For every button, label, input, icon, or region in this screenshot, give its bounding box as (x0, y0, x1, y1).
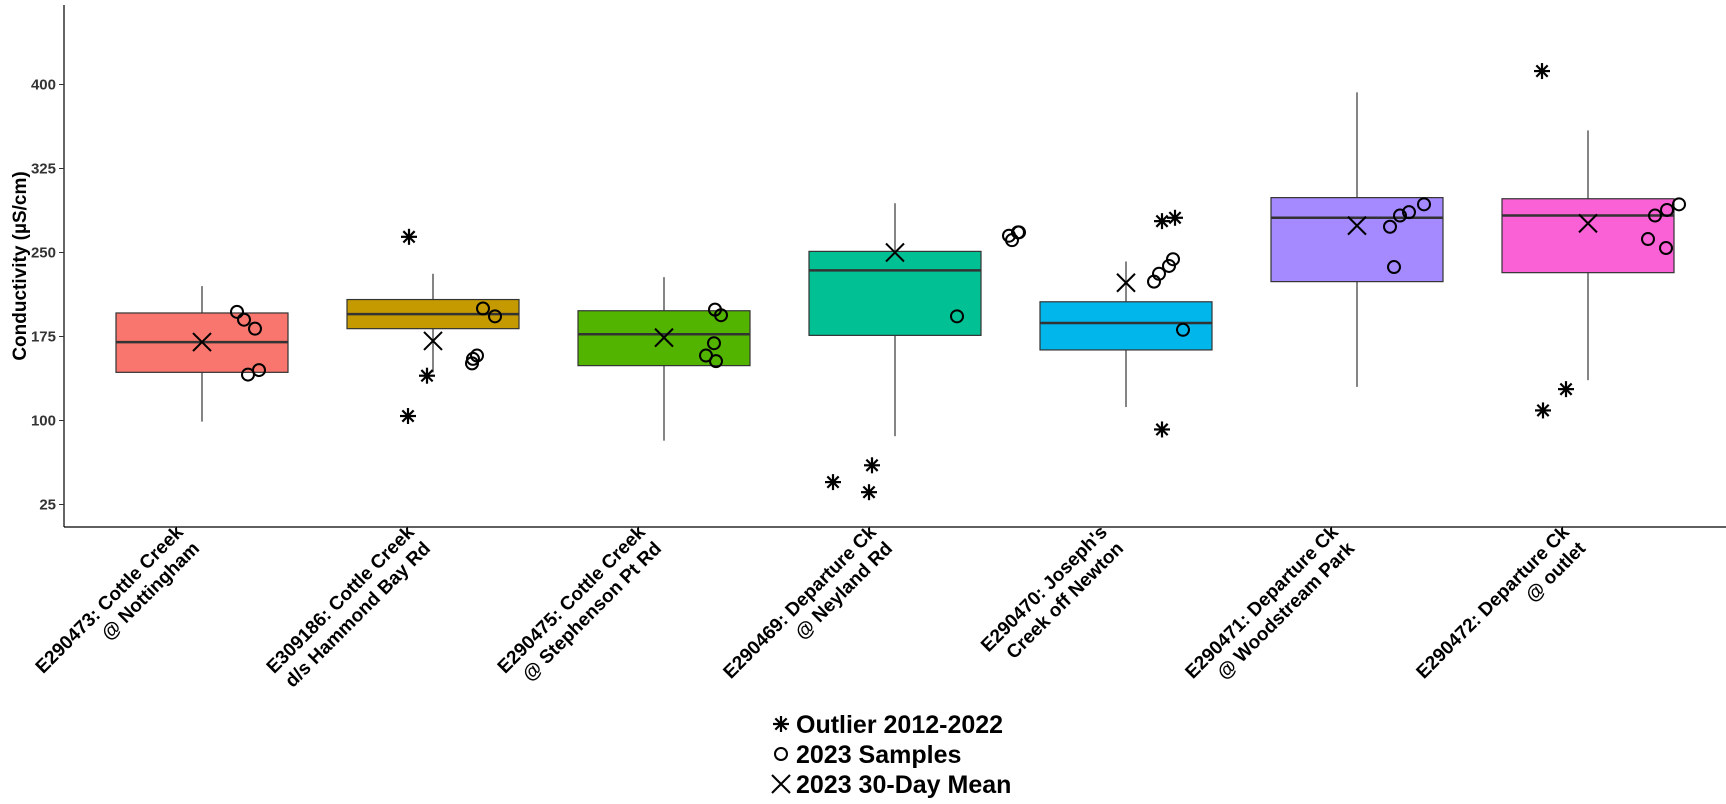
category-label: E290472: Departure Ck@ outlet (1413, 522, 1591, 684)
outlier-point (1558, 381, 1574, 398)
sample-point (1005, 233, 1019, 248)
outlier-point (1534, 63, 1550, 80)
axes: 25 100 175 250 325 400 (31, 5, 1726, 528)
boxes (115, 92, 1675, 441)
category-label-line: E290472: Departure Ck (1413, 522, 1575, 684)
category-label-line: @ Woodstream Park (1213, 538, 1359, 684)
sample-point (1147, 274, 1161, 289)
sample-point (1166, 252, 1180, 267)
sample-point (1641, 232, 1655, 247)
outlier-point (400, 408, 416, 425)
outlier-point (861, 484, 877, 501)
outlier-point (401, 228, 417, 245)
y-tick-label: 400 (31, 77, 56, 94)
sample-point (1648, 208, 1662, 223)
sample-point (1402, 205, 1416, 220)
mean-marker (1578, 213, 1598, 234)
legend-label: 2023 Samples (796, 741, 961, 769)
sample-point (248, 321, 262, 336)
sample-point (707, 336, 721, 351)
category-label-line: E290471: Departure Ck (1182, 522, 1344, 684)
category-label-line: @ Stephenson Pt Rd (519, 538, 666, 685)
sample-point (1176, 322, 1190, 337)
category-label-line: E290469: Departure Ck (720, 522, 882, 684)
category-label-line: E290473: Cottle Creek (32, 522, 188, 678)
box (1039, 301, 1213, 351)
y-tick-label: 100 (31, 413, 56, 430)
outlier-point (1167, 209, 1183, 226)
sample-point (476, 301, 490, 316)
sample-point (1659, 241, 1673, 256)
sample-point (466, 351, 480, 366)
legend-item: Outlier 2012-2022 (773, 711, 1003, 739)
sample-point (230, 304, 244, 319)
outlier-point (864, 457, 880, 474)
sample-point (488, 309, 502, 324)
sample-point (252, 363, 266, 378)
legend-item: 2023 30-Day Mean (771, 771, 1011, 799)
outlier-point (825, 474, 841, 491)
category-label-line: E290475: Cottle Creek (494, 522, 650, 678)
sample-point (1387, 260, 1401, 275)
sample-point (1672, 197, 1686, 212)
sample-point (714, 308, 728, 323)
outlier-point (1154, 421, 1170, 438)
sample-point (1660, 202, 1674, 217)
box (1501, 198, 1675, 274)
mean-marker (654, 327, 674, 348)
mean-marker (1116, 273, 1136, 293)
mean-marker (771, 774, 791, 794)
mean-marker (423, 331, 443, 351)
sample-point (774, 747, 788, 761)
mean-marker (1347, 215, 1367, 236)
y-tick-label: 175 (31, 329, 56, 346)
sample-point (237, 312, 251, 327)
points (192, 63, 1686, 501)
outlier-point (1535, 402, 1551, 419)
outlier-point (1154, 213, 1170, 230)
y-tick-label: 25 (39, 497, 56, 514)
category-label: E290471: Departure Ck@ Woodstream Park (1182, 522, 1360, 684)
y-axis-label: Conductivity (µS/cm) (10, 171, 31, 360)
box (1270, 197, 1444, 283)
sample-point (470, 348, 484, 363)
outlier-point (419, 367, 435, 384)
legend-label: Outlier 2012-2022 (796, 711, 1003, 739)
sample-point (950, 309, 964, 324)
sample-point (709, 354, 723, 369)
category-label: E290473: Cottle Creek@ Nottingham (32, 522, 204, 678)
outlier-point (773, 716, 789, 732)
legend-item: 2023 Samples (774, 741, 961, 769)
mean-marker (192, 332, 212, 352)
category-label-line: E309186: Cottle Creek (263, 522, 419, 678)
sample-point (1417, 197, 1431, 212)
legend-label: 2023 30-Day Mean (796, 771, 1011, 799)
sample-point (1012, 225, 1026, 240)
category-label-line: d/s Hammond Bay Rd (281, 538, 435, 692)
category-label: E290469: Departure Ck@ Neyland Rd (720, 522, 897, 684)
sample-point (1162, 258, 1176, 273)
mean-marker (885, 242, 905, 263)
sample-point (1383, 219, 1397, 234)
category-label: E290475: Cottle Creek@ Stephenson Pt Rd (494, 522, 666, 686)
sample-point (1393, 208, 1407, 223)
y-tick-label: 250 (31, 245, 56, 262)
category-labels: E290473: Cottle Creek@ Nottingham E309186… (32, 522, 1591, 692)
y-tick-label: 325 (31, 161, 56, 178)
